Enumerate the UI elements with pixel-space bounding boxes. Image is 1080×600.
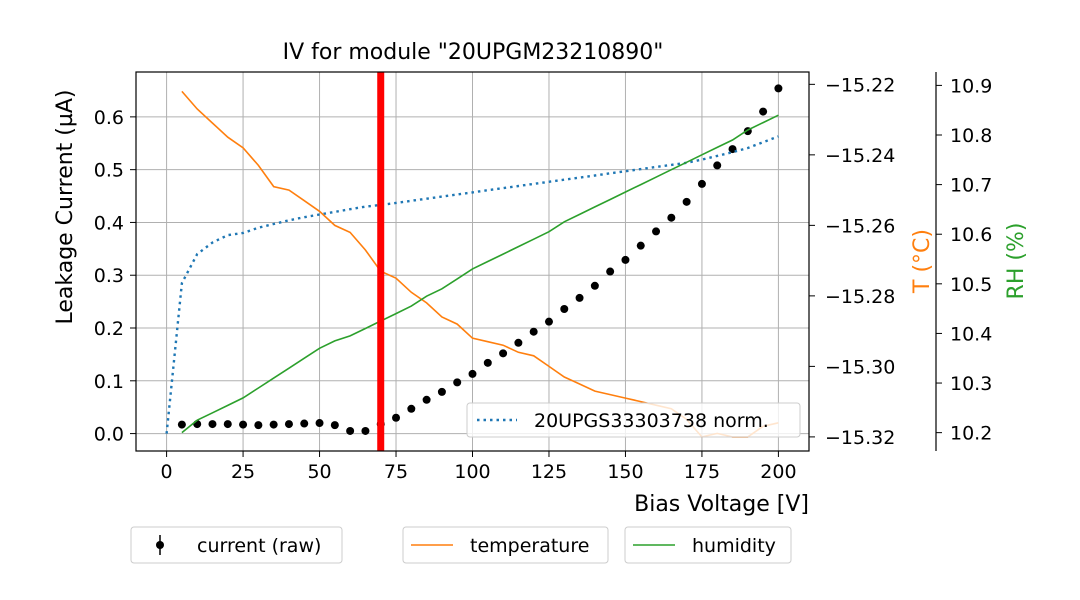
legend-temperature: temperature — [402, 526, 609, 564]
y3-tick-label: 10.9 — [950, 75, 992, 97]
current-point — [713, 161, 722, 170]
x-tick-label: 200 — [760, 461, 796, 483]
current-point — [177, 420, 186, 429]
current-point — [346, 426, 355, 435]
current-point — [560, 305, 569, 314]
humidity-line — [181, 114, 779, 434]
x-axis-label: Bias Voltage [V] — [634, 492, 809, 517]
x-tick-label: 100 — [454, 461, 490, 483]
legend-current: current (raw) — [130, 526, 343, 564]
y3-tick-label: 10.2 — [950, 423, 992, 445]
current-point — [269, 420, 278, 429]
y2-axis-label: T (°C) — [910, 229, 935, 294]
x-tick-label: 0 — [161, 461, 173, 483]
y2-tick-label: −15.32 — [825, 427, 895, 449]
current-point — [544, 317, 553, 326]
current-point — [590, 281, 599, 290]
legend-current-label: current (raw) — [197, 535, 321, 557]
legend-inset-box — [466, 402, 801, 438]
y-tick-label: 0.0 — [94, 424, 124, 446]
current-point — [239, 420, 248, 429]
current-point — [300, 419, 309, 428]
current-point — [575, 293, 584, 302]
legend-humidity-label: humidity — [692, 535, 776, 557]
y2-tick-label: −15.22 — [825, 74, 895, 96]
legend-humidity: humidity — [624, 526, 792, 564]
legend-current-box — [130, 526, 343, 564]
current-point — [499, 349, 508, 358]
current-point — [514, 338, 523, 347]
legend-humidity-box — [624, 526, 792, 564]
current-point — [682, 197, 691, 206]
y3-axis-label: RH (%) — [1004, 223, 1029, 300]
current-point — [193, 420, 202, 429]
current-point — [606, 267, 615, 276]
current-point — [407, 404, 416, 413]
y3-tick-label: 10.5 — [950, 274, 992, 296]
reference-norm-line — [165, 135, 779, 434]
legend-temperature-box — [402, 526, 609, 564]
current-point — [284, 420, 293, 429]
x-tick-label: 25 — [231, 461, 255, 483]
chart-title: IV for module "20UPGM23210890" — [283, 40, 664, 65]
current-point — [315, 419, 324, 428]
current-point — [483, 358, 492, 367]
current-point — [361, 426, 370, 435]
current-point — [254, 421, 263, 430]
current-point — [422, 395, 431, 404]
series-group — [165, 72, 783, 451]
current-point — [697, 179, 706, 188]
y3-tick-label: 10.6 — [950, 224, 992, 246]
axes: 0 25 50 75 100 125 150 175 200 0.0 0.1 0.2 0.3 0.4 0.5… — [94, 72, 992, 483]
current-point — [774, 84, 783, 93]
y2-tick-label: −15.28 — [825, 286, 895, 308]
temperature-line — [181, 90, 779, 438]
current-point — [437, 387, 446, 396]
y2-tick-label: −15.30 — [825, 356, 895, 378]
y-tick-label: 0.3 — [94, 265, 124, 287]
y3-tick-label: 10.8 — [950, 125, 992, 147]
legend-inset: 20UPGS33303738 norm. — [466, 402, 801, 438]
x-tick-label: 75 — [384, 461, 408, 483]
y3-tick-label: 10.4 — [950, 323, 992, 345]
y-tick-label: 0.5 — [94, 160, 124, 182]
current-point — [636, 241, 645, 250]
current-point — [392, 413, 401, 422]
y2-tick-label: −15.24 — [825, 145, 895, 167]
current-point — [667, 213, 676, 222]
y-tick-label: 0.2 — [94, 318, 124, 340]
current-point — [652, 227, 661, 236]
y-tick-label: 0.6 — [94, 107, 124, 129]
x-tick-label: 50 — [307, 461, 331, 483]
grid — [136, 72, 809, 451]
y3-tick-label: 10.7 — [950, 175, 992, 197]
current-point — [453, 378, 462, 387]
y3-tick-label: 10.3 — [950, 373, 992, 395]
legend-current-marker — [156, 541, 164, 549]
x-tick-label: 150 — [607, 461, 643, 483]
legend-temperature-label: temperature — [470, 535, 589, 557]
y-axis-label: Leakage Current (µA) — [53, 89, 78, 324]
y2-tick-label: −15.26 — [825, 215, 895, 237]
y-tick-label: 0.1 — [94, 371, 124, 393]
x-tick-label: 125 — [531, 461, 567, 483]
current-point — [529, 327, 538, 336]
current-point — [759, 107, 768, 116]
current-point — [208, 420, 217, 429]
y-tick-label: 0.4 — [94, 212, 124, 234]
current-point — [468, 369, 477, 378]
current-point — [621, 255, 630, 264]
legend-ref-label: 20UPGS33303738 norm. — [534, 410, 769, 432]
current-point — [223, 420, 232, 429]
x-tick-label: 175 — [684, 461, 720, 483]
current-point — [330, 421, 339, 430]
